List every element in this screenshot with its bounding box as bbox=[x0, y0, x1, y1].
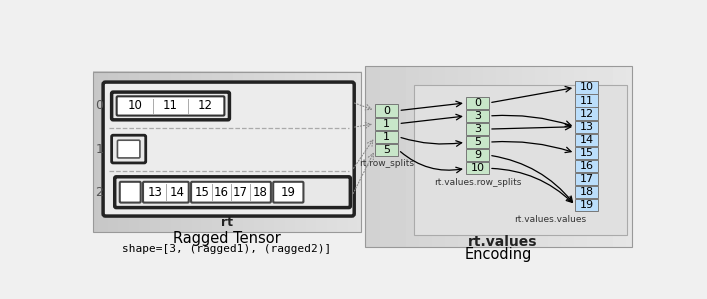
FancyBboxPatch shape bbox=[575, 199, 598, 211]
Text: rt.values.values: rt.values.values bbox=[515, 214, 587, 224]
Text: 18: 18 bbox=[580, 187, 594, 197]
FancyBboxPatch shape bbox=[575, 160, 598, 172]
FancyBboxPatch shape bbox=[103, 82, 354, 216]
Text: 14: 14 bbox=[580, 135, 594, 145]
FancyBboxPatch shape bbox=[112, 135, 146, 163]
Text: 1: 1 bbox=[95, 143, 103, 155]
Text: 3: 3 bbox=[474, 124, 481, 134]
FancyBboxPatch shape bbox=[273, 182, 303, 203]
FancyBboxPatch shape bbox=[375, 104, 398, 117]
Text: 12: 12 bbox=[580, 109, 594, 119]
Text: 1: 1 bbox=[383, 132, 390, 142]
FancyBboxPatch shape bbox=[575, 173, 598, 185]
Text: shape=[3, (ragged1), (ragged2)]: shape=[3, (ragged1), (ragged2)] bbox=[122, 244, 332, 254]
FancyBboxPatch shape bbox=[115, 177, 351, 208]
FancyBboxPatch shape bbox=[466, 123, 489, 135]
FancyBboxPatch shape bbox=[575, 120, 598, 133]
FancyBboxPatch shape bbox=[117, 96, 224, 116]
FancyBboxPatch shape bbox=[575, 94, 598, 107]
FancyBboxPatch shape bbox=[375, 131, 398, 143]
Text: 12: 12 bbox=[198, 100, 213, 112]
Text: Encoding: Encoding bbox=[464, 247, 532, 262]
Text: 5: 5 bbox=[474, 137, 481, 147]
FancyBboxPatch shape bbox=[575, 147, 598, 159]
FancyBboxPatch shape bbox=[575, 134, 598, 146]
FancyBboxPatch shape bbox=[375, 118, 398, 130]
Text: rt.row_splits: rt.row_splits bbox=[359, 159, 414, 168]
Text: 2: 2 bbox=[95, 186, 103, 199]
Text: 0: 0 bbox=[95, 100, 103, 112]
Text: 5: 5 bbox=[383, 145, 390, 155]
FancyBboxPatch shape bbox=[575, 186, 598, 198]
FancyBboxPatch shape bbox=[119, 182, 141, 203]
Text: 16: 16 bbox=[214, 186, 229, 199]
Text: 13: 13 bbox=[148, 186, 163, 199]
Text: 11: 11 bbox=[163, 100, 178, 112]
FancyBboxPatch shape bbox=[466, 136, 489, 148]
Text: 11: 11 bbox=[580, 96, 594, 106]
FancyBboxPatch shape bbox=[466, 162, 489, 175]
Text: 17: 17 bbox=[233, 186, 248, 199]
Text: 10: 10 bbox=[470, 163, 484, 173]
Text: 19: 19 bbox=[580, 200, 594, 210]
FancyBboxPatch shape bbox=[414, 85, 627, 235]
FancyBboxPatch shape bbox=[466, 97, 489, 109]
FancyBboxPatch shape bbox=[466, 149, 489, 161]
Text: 13: 13 bbox=[580, 122, 594, 132]
FancyBboxPatch shape bbox=[112, 92, 230, 120]
FancyBboxPatch shape bbox=[575, 81, 598, 94]
Text: 0: 0 bbox=[383, 106, 390, 116]
Text: 19: 19 bbox=[281, 186, 296, 199]
Text: 10: 10 bbox=[580, 83, 594, 92]
FancyBboxPatch shape bbox=[575, 107, 598, 120]
FancyBboxPatch shape bbox=[191, 182, 271, 203]
Text: 10: 10 bbox=[128, 100, 143, 112]
Text: 15: 15 bbox=[194, 186, 209, 199]
Text: rt.values: rt.values bbox=[468, 235, 538, 249]
Text: 14: 14 bbox=[169, 186, 185, 199]
Text: 0: 0 bbox=[474, 98, 481, 108]
Text: 3: 3 bbox=[474, 111, 481, 121]
Text: rt.values.row_splits: rt.values.row_splits bbox=[433, 178, 521, 187]
Text: 15: 15 bbox=[580, 148, 594, 158]
FancyBboxPatch shape bbox=[143, 182, 189, 203]
Text: 17: 17 bbox=[580, 174, 594, 184]
Text: 16: 16 bbox=[580, 161, 594, 171]
FancyBboxPatch shape bbox=[466, 110, 489, 122]
Text: 18: 18 bbox=[252, 186, 267, 199]
Text: Ragged Tensor: Ragged Tensor bbox=[173, 231, 281, 246]
Text: 9: 9 bbox=[474, 150, 481, 160]
Text: 1: 1 bbox=[383, 119, 390, 129]
Text: rt: rt bbox=[221, 216, 233, 230]
FancyBboxPatch shape bbox=[117, 140, 140, 158]
FancyBboxPatch shape bbox=[375, 144, 398, 156]
